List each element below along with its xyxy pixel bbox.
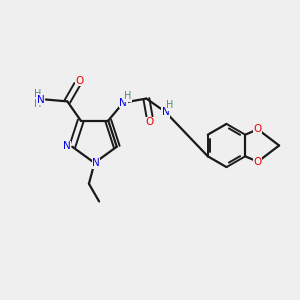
Text: H: H <box>34 89 41 99</box>
Text: N: N <box>63 141 71 151</box>
Text: N: N <box>119 98 127 108</box>
Text: N: N <box>92 158 100 169</box>
Text: N: N <box>162 107 170 117</box>
Text: O: O <box>75 76 84 86</box>
Text: O: O <box>254 124 262 134</box>
Text: H: H <box>124 91 131 101</box>
Text: O: O <box>254 157 262 167</box>
Text: N: N <box>37 94 44 104</box>
Text: O: O <box>146 117 154 127</box>
Text: H: H <box>34 99 41 109</box>
Text: H: H <box>166 100 174 110</box>
